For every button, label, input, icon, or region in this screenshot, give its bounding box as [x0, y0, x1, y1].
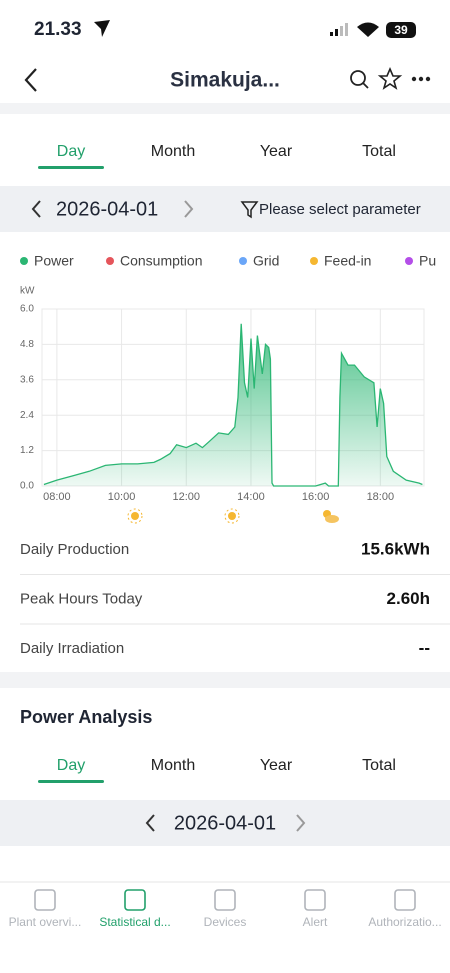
stats: Daily Production 15.6kWh Peak Hours Today 2… [20, 539, 450, 657]
x-tick-label: 10:00 [108, 491, 136, 503]
tab[interactable]: Total [362, 143, 396, 160]
date: 2026-04-01 [174, 812, 276, 834]
nav-icon[interactable] [304, 889, 326, 911]
date: 2026-04-01 [56, 198, 158, 220]
legend-marker [405, 257, 413, 265]
x-tick-label: 14:00 [237, 491, 265, 503]
nav-label[interactable]: Devices [204, 915, 247, 929]
next-date[interactable] [296, 814, 306, 832]
x-tick-label: 18:00 [367, 491, 395, 503]
legend-label: Consumption [120, 253, 203, 269]
line [43, 323, 423, 487]
separator [0, 103, 450, 114]
back-button[interactable] [24, 68, 37, 92]
y-tick-label: 4.8 [20, 339, 34, 350]
legend-marker [106, 257, 114, 265]
status-time: 21.33 [34, 19, 82, 40]
bottom-nav: Plant overvi... Statistical d... Devices Al… [9, 889, 442, 929]
y-tick-label: 1.2 [20, 445, 34, 456]
chart: Power Consumption Grid Feed-in Pu kW 0.0 1.2 2.4… [20, 253, 436, 503]
tab[interactable]: Total [362, 757, 396, 774]
tab[interactable]: Year [260, 143, 293, 160]
y-tick-label: 6.0 [20, 304, 34, 315]
tab-indicator [38, 780, 104, 783]
nav-icon[interactable] [124, 889, 146, 911]
weather-icons [127, 508, 339, 524]
prev-date[interactable] [145, 814, 155, 832]
y-tick-label: 0.0 [20, 481, 34, 492]
legend-label: Grid [253, 253, 279, 269]
y-tick-label: 3.6 [20, 374, 34, 385]
tab[interactable]: Year [260, 757, 293, 774]
tab-indicator [38, 166, 104, 169]
nav-icon[interactable] [394, 889, 416, 911]
filter-label[interactable]: Please select parameter [259, 201, 421, 218]
location-icon [94, 20, 110, 37]
y-tick-label: 2.4 [20, 410, 34, 421]
filter-icon[interactable] [240, 201, 259, 219]
legend-marker [239, 257, 247, 265]
section-title: Power Analysis [20, 707, 152, 727]
stat-value: 15.6kWh [361, 539, 430, 558]
legend-marker [310, 257, 318, 265]
stat-value: 2.60h [387, 589, 430, 608]
legend-marker [20, 257, 28, 265]
x-tick-label: 12:00 [172, 491, 200, 503]
stat-label: Daily Production [20, 541, 129, 558]
tab[interactable]: Month [151, 757, 195, 774]
legend-label: Power [34, 253, 74, 269]
stat-label: Peak Hours Today [20, 590, 143, 607]
legend-label: Pu [419, 253, 436, 269]
stat-value: -- [419, 638, 430, 657]
tab[interactable]: Month [151, 143, 195, 160]
favorite-button[interactable] [377, 66, 403, 90]
tab-bar: Day Month Year Total [57, 143, 396, 160]
signal-icon [330, 23, 348, 36]
nav-label[interactable]: Authorizatio... [368, 915, 441, 929]
x-tick-label: 16:00 [302, 491, 330, 503]
battery-icon [386, 22, 416, 38]
tab[interactable]: Day [57, 143, 85, 160]
next-date[interactable] [184, 200, 194, 218]
date-bar [0, 800, 450, 846]
prev-date[interactable] [31, 200, 41, 218]
area [43, 323, 423, 486]
more-button[interactable] [411, 76, 431, 82]
nav-icon[interactable] [34, 889, 56, 911]
x-tick-label: 08:00 [43, 491, 71, 503]
date-bar [0, 186, 450, 232]
nav-icon[interactable] [214, 889, 236, 911]
stat-label: Daily Irradiation [20, 640, 124, 657]
y-axis-label: kW [20, 286, 35, 297]
wifi-icon [357, 22, 379, 37]
battery-level: 39 [394, 23, 408, 37]
header-title: Simakuja... [170, 69, 280, 92]
legend-label: Feed-in [324, 253, 371, 269]
nav-label[interactable]: Alert [303, 915, 328, 929]
nav-label[interactable]: Plant overvi... [9, 915, 82, 929]
separator [0, 672, 450, 688]
search-button[interactable] [350, 70, 369, 89]
nav-label[interactable]: Statistical d... [99, 915, 170, 929]
tab-bar: Day Month Year Total [57, 757, 396, 774]
tab[interactable]: Day [57, 757, 85, 774]
